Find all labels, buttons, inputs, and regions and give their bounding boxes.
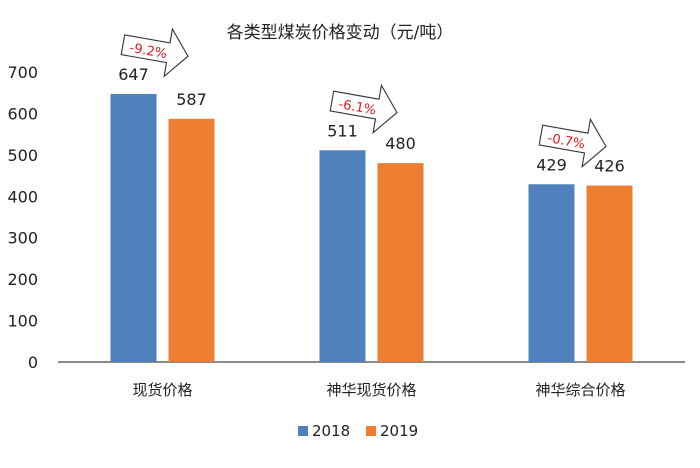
y-tick-label: 500 (7, 146, 38, 165)
change-arrow-0 (120, 27, 189, 78)
value-label-2018-2: 429 (536, 155, 567, 174)
change-annotations: -9.2% -6.1% -0.7% (120, 27, 607, 169)
value-label-2019-1: 480 (385, 134, 416, 153)
legend-swatch-2019 (366, 426, 376, 436)
bar-2019-0 (168, 118, 215, 362)
bar-2019-2 (586, 185, 633, 362)
y-tick-label: 100 (7, 312, 38, 331)
change-arrow-1 (329, 83, 398, 135)
change-label-1: -6.1% (337, 97, 377, 118)
legend-label-2018: 2018 (312, 422, 350, 440)
change-arrow-2 (538, 117, 607, 169)
y-tick-label: 0 (28, 353, 38, 372)
value-label-2018-1: 511 (327, 121, 358, 140)
legend-label-2019: 2019 (380, 422, 418, 440)
value-label-2018-0: 647 (118, 65, 149, 84)
category-label-0: 现货价格 (132, 381, 192, 399)
value-label-2019-2: 426 (594, 157, 625, 176)
legend: 2018 2019 (298, 422, 418, 440)
y-tick-label: 200 (7, 270, 38, 289)
value-labels: 647 587 511 480 429 426 (118, 65, 625, 176)
y-axis-ticks: 0 100 200 300 400 500 600 700 (7, 63, 38, 372)
bar-2018-2 (528, 184, 575, 362)
bar-2019-1 (377, 163, 424, 362)
category-labels: 现货价格 神华现货价格 神华综合价格 (132, 381, 625, 399)
y-tick-label: 700 (7, 63, 38, 82)
change-label-2: -0.7% (546, 131, 586, 152)
change-label-0: -9.2% (128, 41, 168, 62)
bar-group (110, 93, 633, 362)
y-tick-label: 600 (7, 104, 38, 123)
value-label-2019-0: 587 (176, 90, 207, 109)
category-label-2: 神华综合价格 (535, 381, 625, 399)
bar-2018-0 (110, 93, 157, 362)
y-tick-label: 300 (7, 229, 38, 248)
bar-2018-1 (319, 150, 366, 362)
legend-swatch-2018 (298, 426, 308, 436)
y-tick-label: 400 (7, 187, 38, 206)
chart-title: 各类型煤炭价格变动（元/吨） (227, 23, 454, 43)
category-label-1: 神华现货价格 (326, 381, 416, 399)
